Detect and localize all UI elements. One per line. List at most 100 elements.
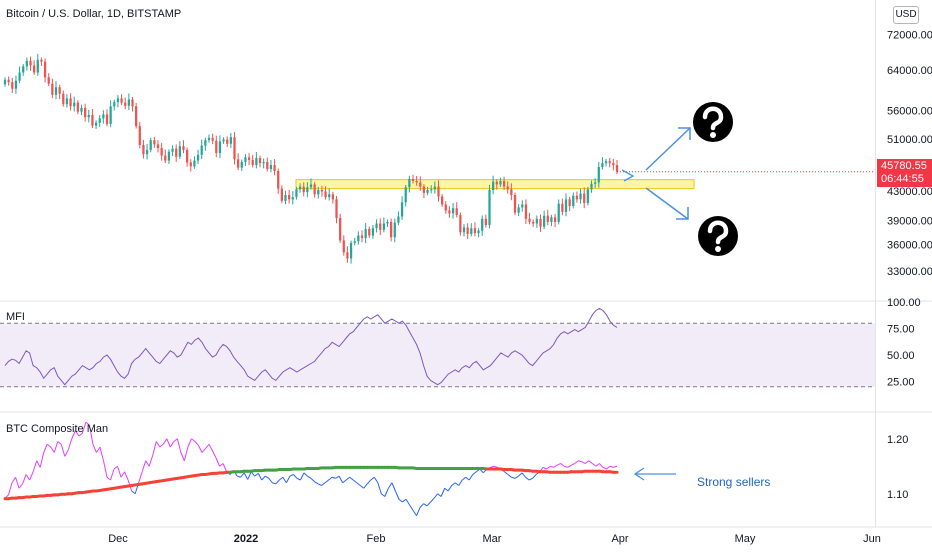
price-candle: [167, 149, 171, 164]
composite-fast-segment: [99, 446, 104, 461]
price-candle: [94, 120, 98, 129]
price-candle: [561, 198, 564, 216]
composite-fast-segment: [331, 476, 336, 479]
price-candle: [608, 157, 611, 168]
price-candle: [207, 134, 211, 143]
composite-fast-segment: [588, 460, 593, 464]
candle-body: [145, 149, 149, 155]
up-arrow-shaft: [645, 127, 691, 171]
composite-fast-segment: [307, 475, 312, 479]
composite-label: BTC Composite Man: [6, 423, 109, 435]
composite-fast-segment: [314, 481, 319, 485]
price-candle: [229, 133, 232, 149]
time-axis-tick: May: [735, 533, 756, 545]
candle-body: [277, 170, 280, 189]
composite-fast-segment: [275, 479, 280, 485]
price-candle: [127, 93, 130, 111]
currency-button[interactable]: USD: [893, 6, 919, 24]
price-candle: [153, 136, 156, 148]
candle-body: [466, 227, 469, 234]
price-axis-tick: 39000.00: [887, 215, 932, 227]
question-dot: [710, 132, 716, 138]
composite-fast-segment: [243, 472, 249, 480]
candle-body: [284, 195, 287, 201]
price-candle: [459, 212, 462, 236]
composite-fast-segment: [606, 465, 611, 470]
candle-body: [339, 218, 342, 241]
composite-fast-segment: [454, 482, 460, 486]
candle-body: [84, 107, 87, 118]
price-candle: [473, 222, 477, 237]
composite-fast-segment: [458, 479, 463, 486]
price-candle: [492, 175, 495, 195]
price-candle: [357, 231, 360, 245]
composite-fast-segment: [138, 471, 143, 483]
price-candle: [109, 100, 112, 128]
price-candle: [324, 186, 327, 200]
price-candle: [604, 158, 608, 167]
candle-body: [404, 187, 407, 203]
candle-body: [528, 218, 531, 222]
composite-fast-segment: [106, 476, 111, 481]
price-candle: [550, 214, 553, 227]
annotation-arrow-head: [633, 467, 645, 481]
price-candle: [317, 186, 320, 199]
price-candle: [43, 58, 47, 83]
down-arrow-shaft: [645, 187, 689, 220]
composite-fast-segment: [145, 460, 150, 467]
composite-fast-segment: [29, 471, 34, 481]
price-candle: [368, 226, 371, 238]
last-price-value: 45780.55: [881, 160, 927, 172]
price-candle: [84, 103, 87, 122]
candle-body: [451, 208, 455, 214]
price-candle: [65, 94, 69, 108]
composite-fast-segment: [310, 477, 315, 483]
candle-body: [604, 161, 608, 164]
price-candle: [353, 237, 356, 246]
composite-fast-segment: [321, 482, 326, 486]
composite-axis-tick: 1.20: [887, 434, 908, 446]
candle-body: [262, 161, 265, 164]
candle-body: [513, 195, 517, 213]
candle-body: [153, 140, 156, 145]
price-axis-tick: 64000.00: [887, 65, 932, 77]
composite-fast-segment: [8, 482, 13, 495]
candle-body: [120, 98, 123, 103]
composite-fast-segment: [113, 465, 118, 470]
price-candle: [346, 246, 349, 263]
composite-axis-tick: 1.10: [887, 489, 908, 501]
candle-body: [51, 83, 54, 95]
candle-body: [615, 165, 619, 172]
price-candle: [247, 153, 251, 166]
price-candle: [291, 191, 294, 205]
price-candle: [240, 159, 243, 172]
composite-fast-segment: [525, 476, 530, 481]
candle-body: [14, 80, 18, 89]
price-candle: [105, 109, 109, 127]
price-candle: [415, 175, 418, 186]
small-arrow: [621, 169, 635, 182]
composite-fast-segment: [532, 474, 537, 479]
candle-body: [240, 161, 243, 168]
candle-body: [357, 235, 360, 242]
composite-fast-segment: [550, 465, 554, 468]
composite-fast-segment: [345, 476, 350, 481]
candle-body: [328, 194, 331, 198]
price-candle: [7, 76, 10, 86]
candle-body: [131, 99, 134, 107]
candle-body: [269, 165, 273, 169]
composite-fast-segment: [504, 471, 509, 475]
price-candle: [510, 183, 513, 201]
composite-fast-segment: [585, 460, 590, 464]
candle-body: [7, 79, 10, 83]
price-candle: [33, 60, 36, 75]
candle-body: [47, 77, 50, 84]
composite-fast-segment: [409, 504, 414, 511]
price-candle: [62, 90, 65, 107]
composite-fast-segment: [373, 476, 379, 484]
question-stroke: [702, 106, 724, 131]
composite-fast-segment: [303, 472, 308, 477]
candle-body: [586, 189, 589, 203]
candle-body: [171, 148, 174, 152]
composite-fast-segment: [609, 465, 614, 468]
